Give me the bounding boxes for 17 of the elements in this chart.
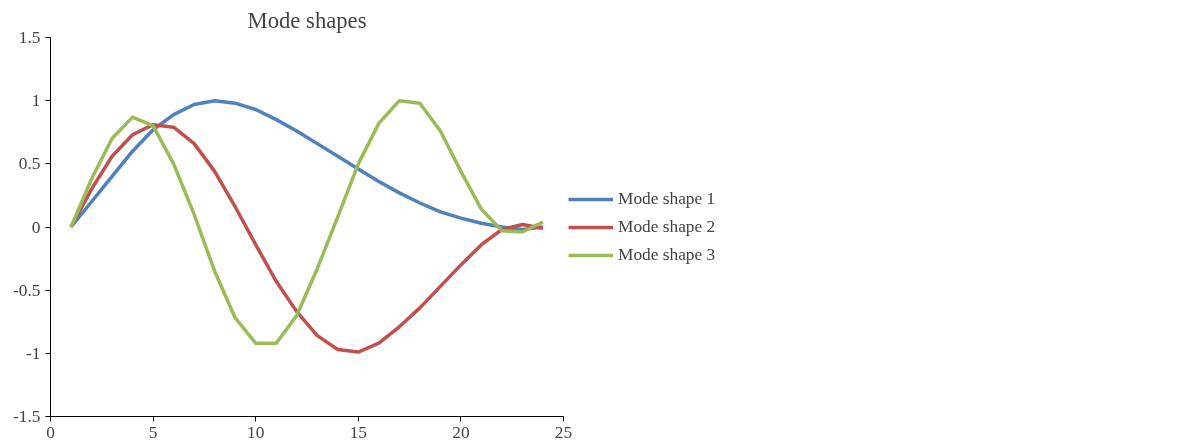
legend-label: Mode shape 3 <box>618 244 716 265</box>
y-tick-label: -0.5 <box>13 280 41 300</box>
chart-title: Mode shapes <box>247 7 367 33</box>
y-tick-label: 0.5 <box>18 154 41 174</box>
y-tick-label: 1 <box>31 91 41 111</box>
legend-label: Mode shape 1 <box>618 188 716 209</box>
legend-label: Mode shape 2 <box>618 216 716 237</box>
x-tick-label: 5 <box>148 422 158 442</box>
y-tick-label: 1.5 <box>18 28 41 47</box>
y-tick-label: -1.5 <box>13 407 41 426</box>
x-tick-label: 20 <box>452 422 470 442</box>
y-tick-label: 0 <box>31 217 41 237</box>
x-tick-label: 15 <box>349 422 367 442</box>
x-tick-label: 0 <box>46 422 55 442</box>
y-tick-label: -1 <box>26 343 41 363</box>
x-tick-label: 25 <box>554 422 573 442</box>
x-tick-label: 10 <box>247 422 265 442</box>
